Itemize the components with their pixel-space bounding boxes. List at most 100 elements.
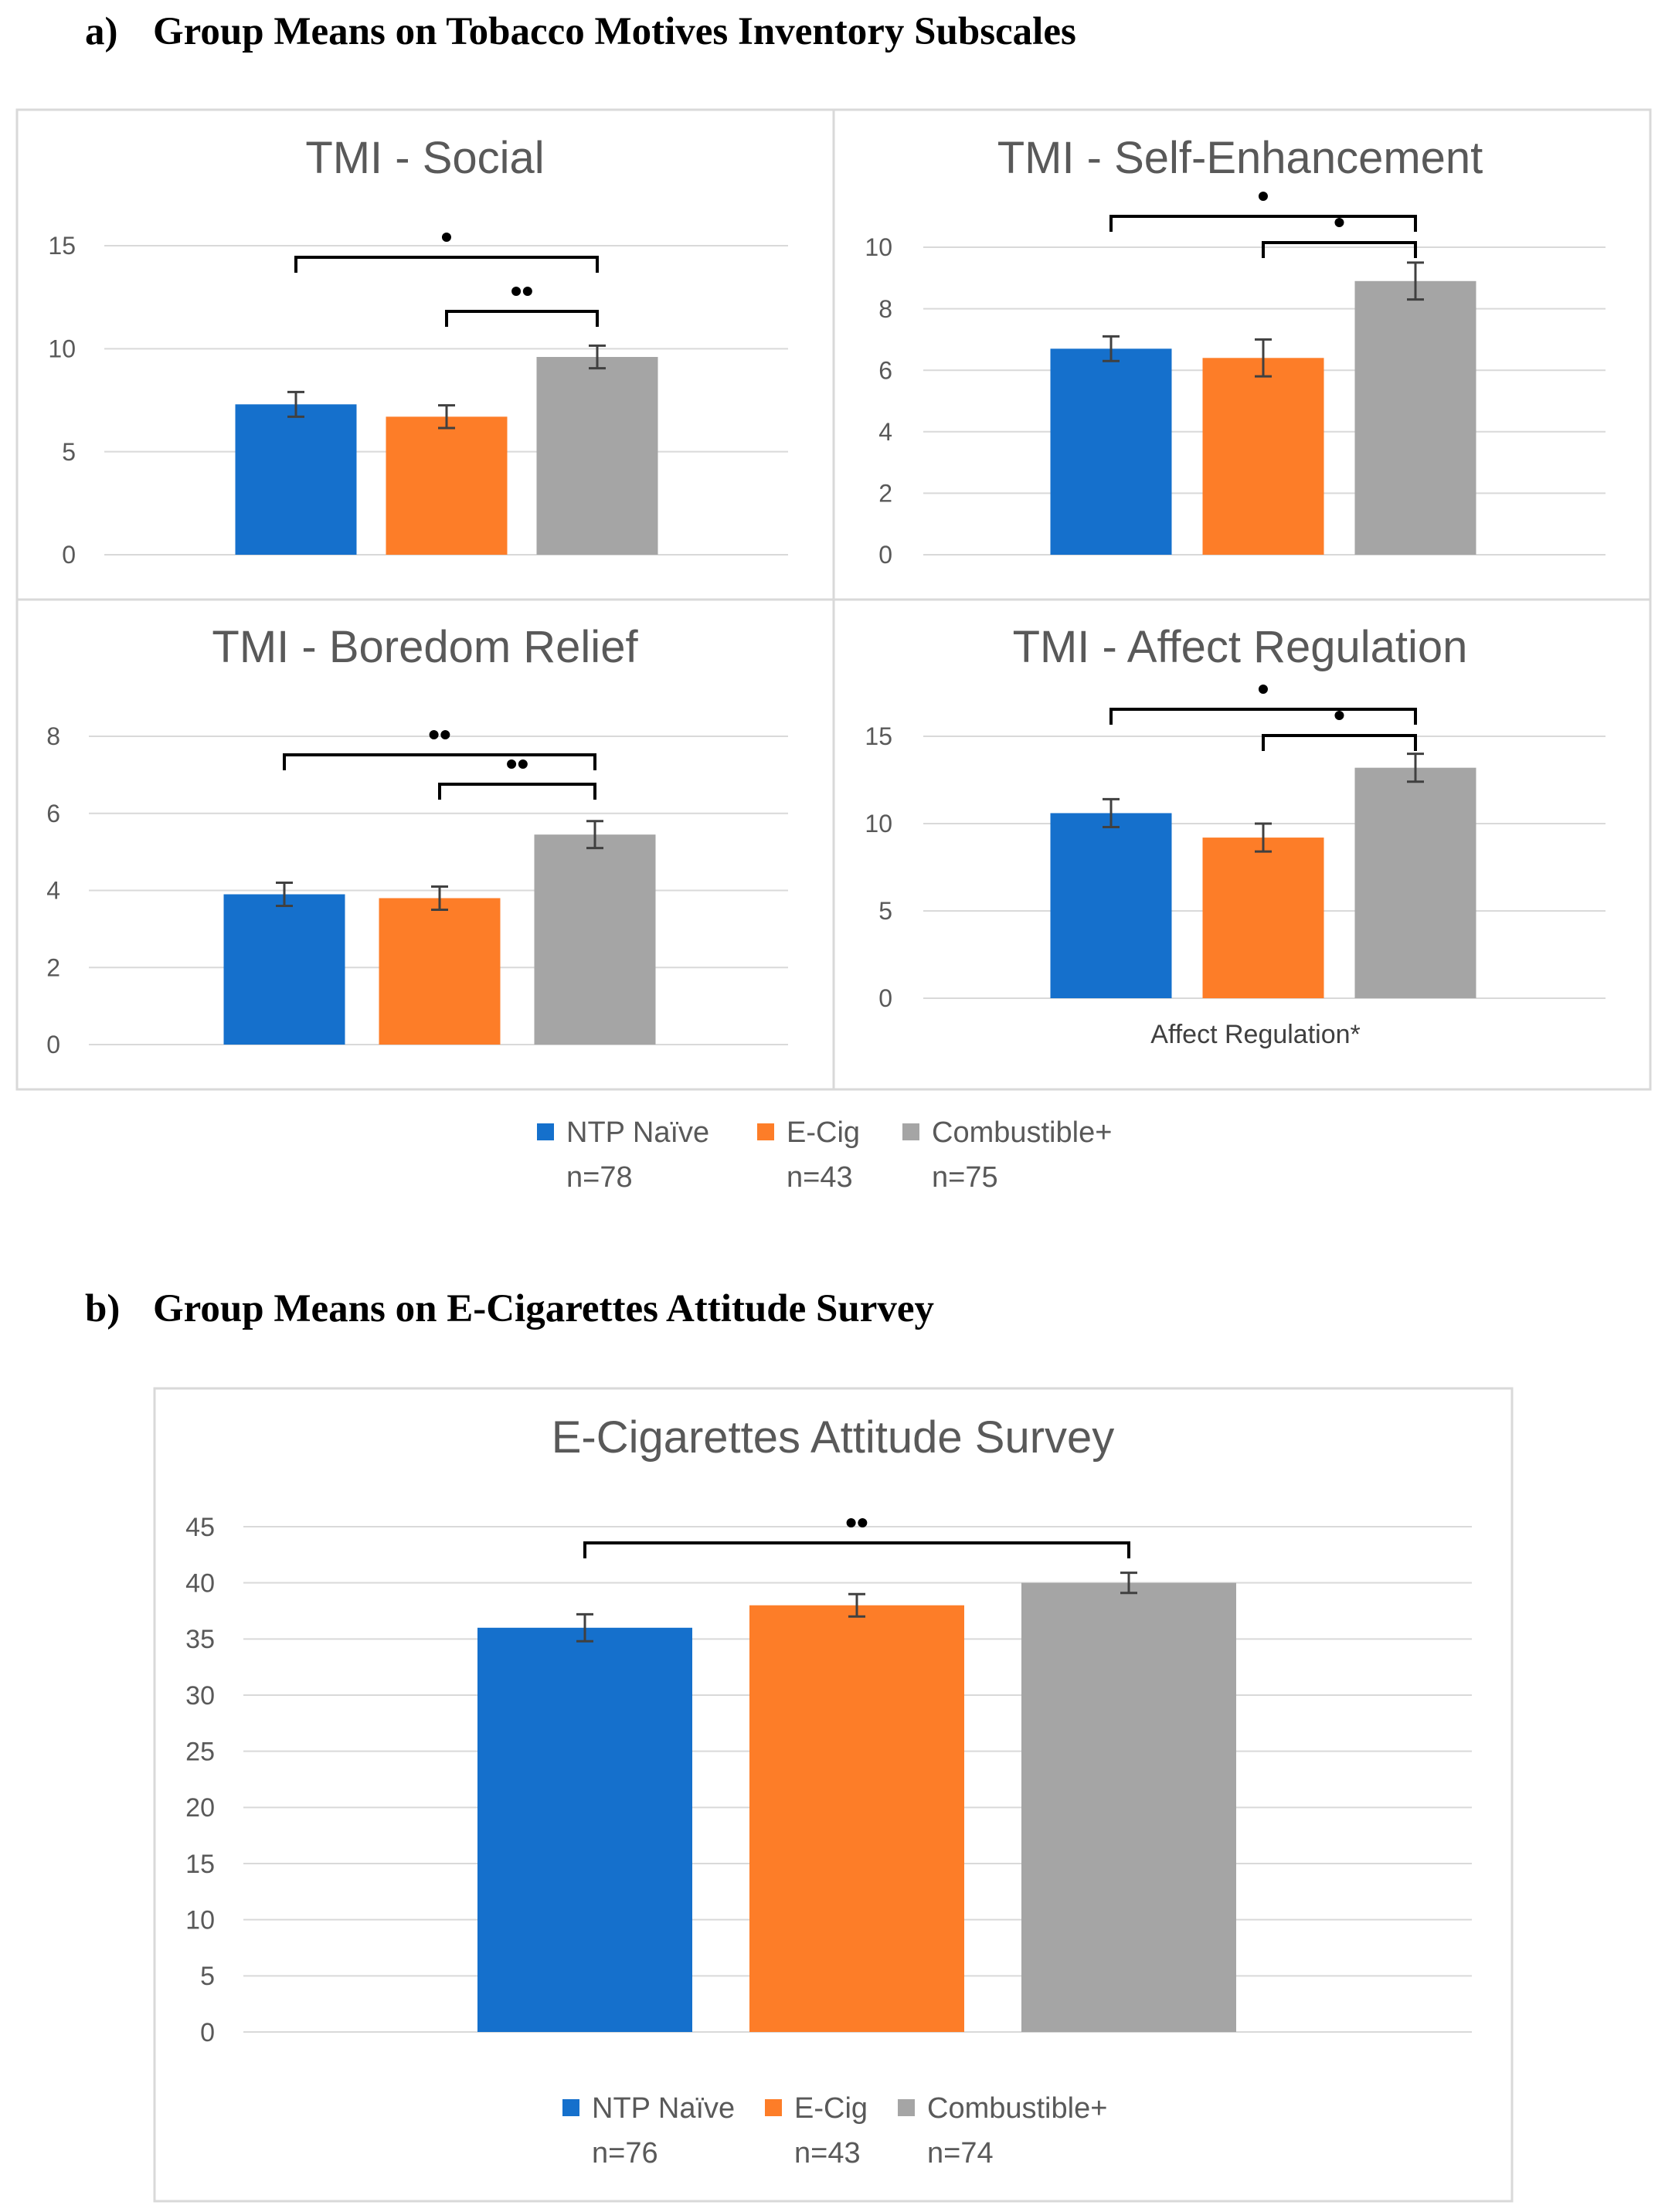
y-tick-label: 4 <box>878 418 892 446</box>
bar-ntp-na-ve <box>235 404 357 555</box>
legend-label-combustible: Combustible+ <box>932 1116 1112 1149</box>
legend-label-e-cig: E-Cig <box>787 1116 860 1149</box>
significance-bracket <box>438 783 596 800</box>
y-tick-label: 0 <box>878 984 892 1012</box>
chart-tmi-boredom-relief: TMI - Boredom Relief 0 2 4 6 8 •• •• <box>46 622 788 1058</box>
y-tick-label: 10 <box>48 335 76 363</box>
legend-swatch-e-cig <box>757 1123 774 1140</box>
legend-b: NTP Naïve n=76 E-Cig n=43 Combustible+ n=74 <box>562 2092 1107 2170</box>
y-tick-label: 15 <box>48 232 76 260</box>
section-b-label: b) <box>85 1287 121 1330</box>
significance-bracket <box>283 753 596 770</box>
bar-ntp-na-ve <box>477 1627 692 2032</box>
y-tick-label: 0 <box>46 1031 60 1058</box>
significance-marker: •• <box>845 1504 868 1541</box>
legend-label-combustible: Combustible+ <box>927 2092 1107 2125</box>
y-tick-label: 5 <box>200 1962 215 1991</box>
legend-label-e-cig: E-Cig <box>794 2092 868 2125</box>
chart-title: TMI - Boredom Relief <box>212 622 638 672</box>
significance-bracket <box>445 310 599 327</box>
legend-label-ntp-na-ve: NTP Naïve <box>592 2092 735 2125</box>
significance-marker: • <box>441 219 453 255</box>
bar-e-cig <box>1202 358 1324 555</box>
legend-swatch-combustible <box>902 1123 919 1140</box>
bar-e-cig <box>1202 838 1324 998</box>
legend-swatch-e-cig <box>765 2099 782 2116</box>
y-tick-label: 0 <box>200 2018 215 2047</box>
y-tick-label: 35 <box>185 1625 215 1654</box>
section-b-heading: b) Group Means on E-Cigarettes Attitude S… <box>85 1286 934 1331</box>
significance-marker: • <box>1334 697 1345 733</box>
legend-n-combustible: n=75 <box>932 1161 998 1194</box>
y-tick-label: 8 <box>878 295 892 323</box>
legend-n-combustible: n=74 <box>927 2137 994 2170</box>
chart-title: TMI - Social <box>305 133 544 183</box>
section-a-heading: a) Group Means on Tobacco Motives Invento… <box>85 9 1076 54</box>
legend-label-ntp-na-ve: NTP Naïve <box>566 1116 709 1149</box>
y-tick-label: 10 <box>865 810 892 838</box>
legend-n-ntp-na-ve: n=78 <box>566 1161 633 1194</box>
legend-n-e-cig: n=43 <box>794 2137 861 2170</box>
section-b-title: Group Means on E-Cigarettes Attitude Sur… <box>153 1287 935 1330</box>
y-tick-label: 0 <box>62 541 76 569</box>
bar-ntp-na-ve <box>1050 813 1172 998</box>
section-a-title: Group Means on Tobacco Motives Inventory… <box>153 10 1076 53</box>
bar-ntp-na-ve <box>223 894 345 1045</box>
y-tick-label: 5 <box>62 438 76 466</box>
y-tick-label: 45 <box>185 1513 215 1542</box>
significance-marker: •• <box>511 273 533 309</box>
y-tick-label: 6 <box>878 356 892 384</box>
chart-title: TMI - Affect Regulation <box>1013 622 1468 672</box>
y-tick-label: 8 <box>46 722 60 750</box>
significance-marker: • <box>1258 178 1269 214</box>
y-tick-label: 30 <box>185 1681 215 1711</box>
significance-marker: •• <box>506 746 528 782</box>
legend-n-e-cig: n=43 <box>787 1161 853 1194</box>
legend-a: NTP Naïve n=78 E-Cig n=43 Combustible+ n=75 <box>537 1116 1112 1194</box>
x-axis-label: Affect Regulation* <box>1150 1020 1361 1049</box>
y-tick-label: 40 <box>185 1569 215 1599</box>
y-tick-label: 10 <box>185 1906 215 1935</box>
y-tick-label: 15 <box>865 722 892 750</box>
significance-bracket <box>1109 215 1417 232</box>
bar-e-cig <box>379 898 501 1045</box>
bar-e-cig <box>749 1605 964 2032</box>
legend-swatch-ntp-na-ve <box>562 2099 579 2116</box>
bar-combustible <box>1354 767 1476 998</box>
significance-marker: • <box>1258 671 1269 707</box>
y-tick-label: 2 <box>878 480 892 508</box>
legend-swatch-ntp-na-ve <box>537 1123 554 1140</box>
y-tick-label: 2 <box>46 953 60 981</box>
chart-tmi-affect-regulation: TMI - Affect Regulation 0 5 10 15 • • Affect Re… <box>865 622 1606 1049</box>
chart-title: TMI - Self-Enhancement <box>997 133 1483 183</box>
bar-e-cig <box>386 416 508 555</box>
legend-swatch-combustible <box>898 2099 915 2116</box>
significance-bracket <box>1262 241 1417 258</box>
significance-marker: •• <box>428 716 450 753</box>
significance-bracket <box>583 1541 1130 1558</box>
y-tick-label: 15 <box>185 1850 215 1879</box>
y-tick-label: 6 <box>46 800 60 827</box>
y-tick-label: 4 <box>46 877 60 905</box>
significance-marker: • <box>1334 204 1345 240</box>
bar-combustible <box>536 357 658 555</box>
y-tick-label: 25 <box>185 1738 215 1767</box>
bar-ntp-na-ve <box>1050 348 1172 555</box>
significance-bracket <box>294 256 599 273</box>
chart-title: E-Cigarettes Attitude Survey <box>552 1412 1115 1463</box>
section-a-label: a) <box>85 10 118 53</box>
legend-n-ntp-na-ve: n=76 <box>592 2137 658 2170</box>
y-tick-label: 0 <box>878 541 892 569</box>
significance-bracket <box>1262 734 1417 751</box>
bar-combustible <box>534 834 656 1045</box>
chart-tmi-self-enhancement: TMI - Self-Enhancement 0 2 4 6 8 10 • • <box>865 133 1606 569</box>
chart-e-cigarettes-attitude-survey: E-Cigarettes Attitude Survey 0 5 10 15 20 25 30… <box>185 1412 1472 2047</box>
bar-combustible <box>1354 280 1476 555</box>
y-tick-label: 20 <box>185 1793 215 1823</box>
significance-bracket <box>1109 708 1417 725</box>
y-tick-label: 10 <box>865 233 892 261</box>
bar-combustible <box>1021 1582 1236 2032</box>
y-tick-label: 5 <box>878 897 892 925</box>
